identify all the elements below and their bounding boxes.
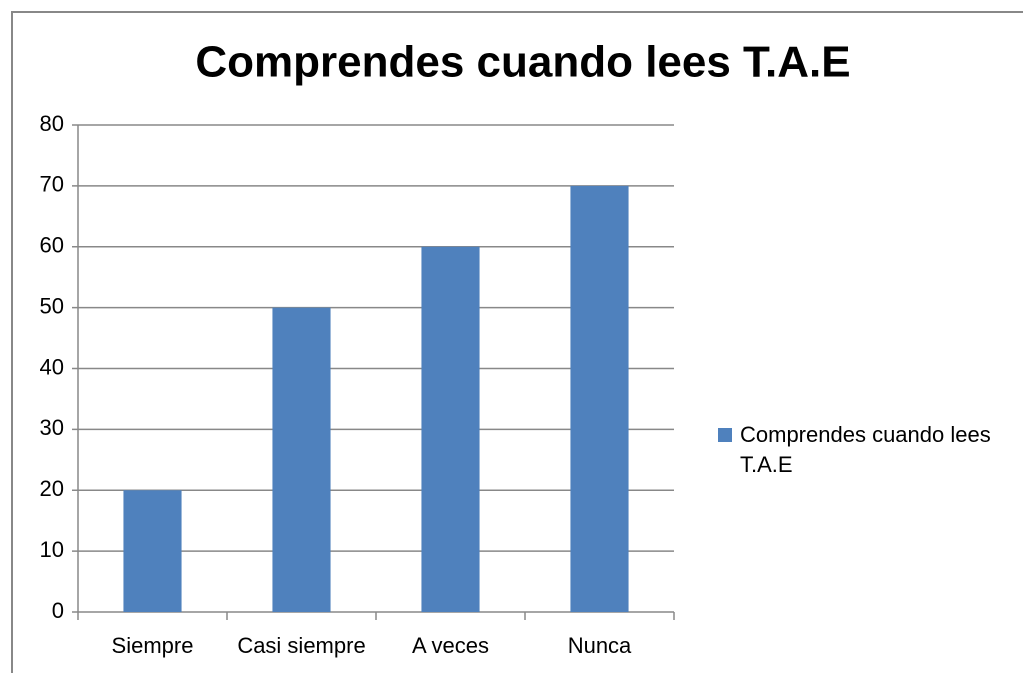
y-tick-label: 20 [40, 476, 64, 501]
y-tick-label: 10 [40, 537, 64, 562]
chart-title: Comprendes cuando lees T.A.E [195, 38, 850, 87]
y-tick-label: 80 [40, 111, 64, 136]
bar [123, 490, 182, 612]
bar [570, 185, 629, 612]
bar [272, 307, 331, 612]
y-tick-label: 30 [40, 415, 64, 440]
y-tick-label: 50 [40, 293, 64, 318]
x-tick-label: Nunca [568, 633, 632, 658]
chart-border [11, 11, 1023, 673]
x-tick-label: Siempre [112, 633, 194, 658]
legend: Comprendes cuando lees T.A.E [718, 420, 1008, 480]
legend-swatch [718, 428, 732, 442]
legend-label: Comprendes cuando lees T.A.E [740, 422, 991, 477]
x-tick-label: A veces [412, 633, 489, 658]
bar [421, 246, 480, 612]
y-tick-label: 40 [40, 354, 64, 379]
y-tick-label: 0 [52, 598, 64, 623]
y-tick-label: 60 [40, 233, 64, 258]
x-tick-label: Casi siempre [237, 633, 365, 658]
y-tick-label: 70 [40, 172, 64, 197]
